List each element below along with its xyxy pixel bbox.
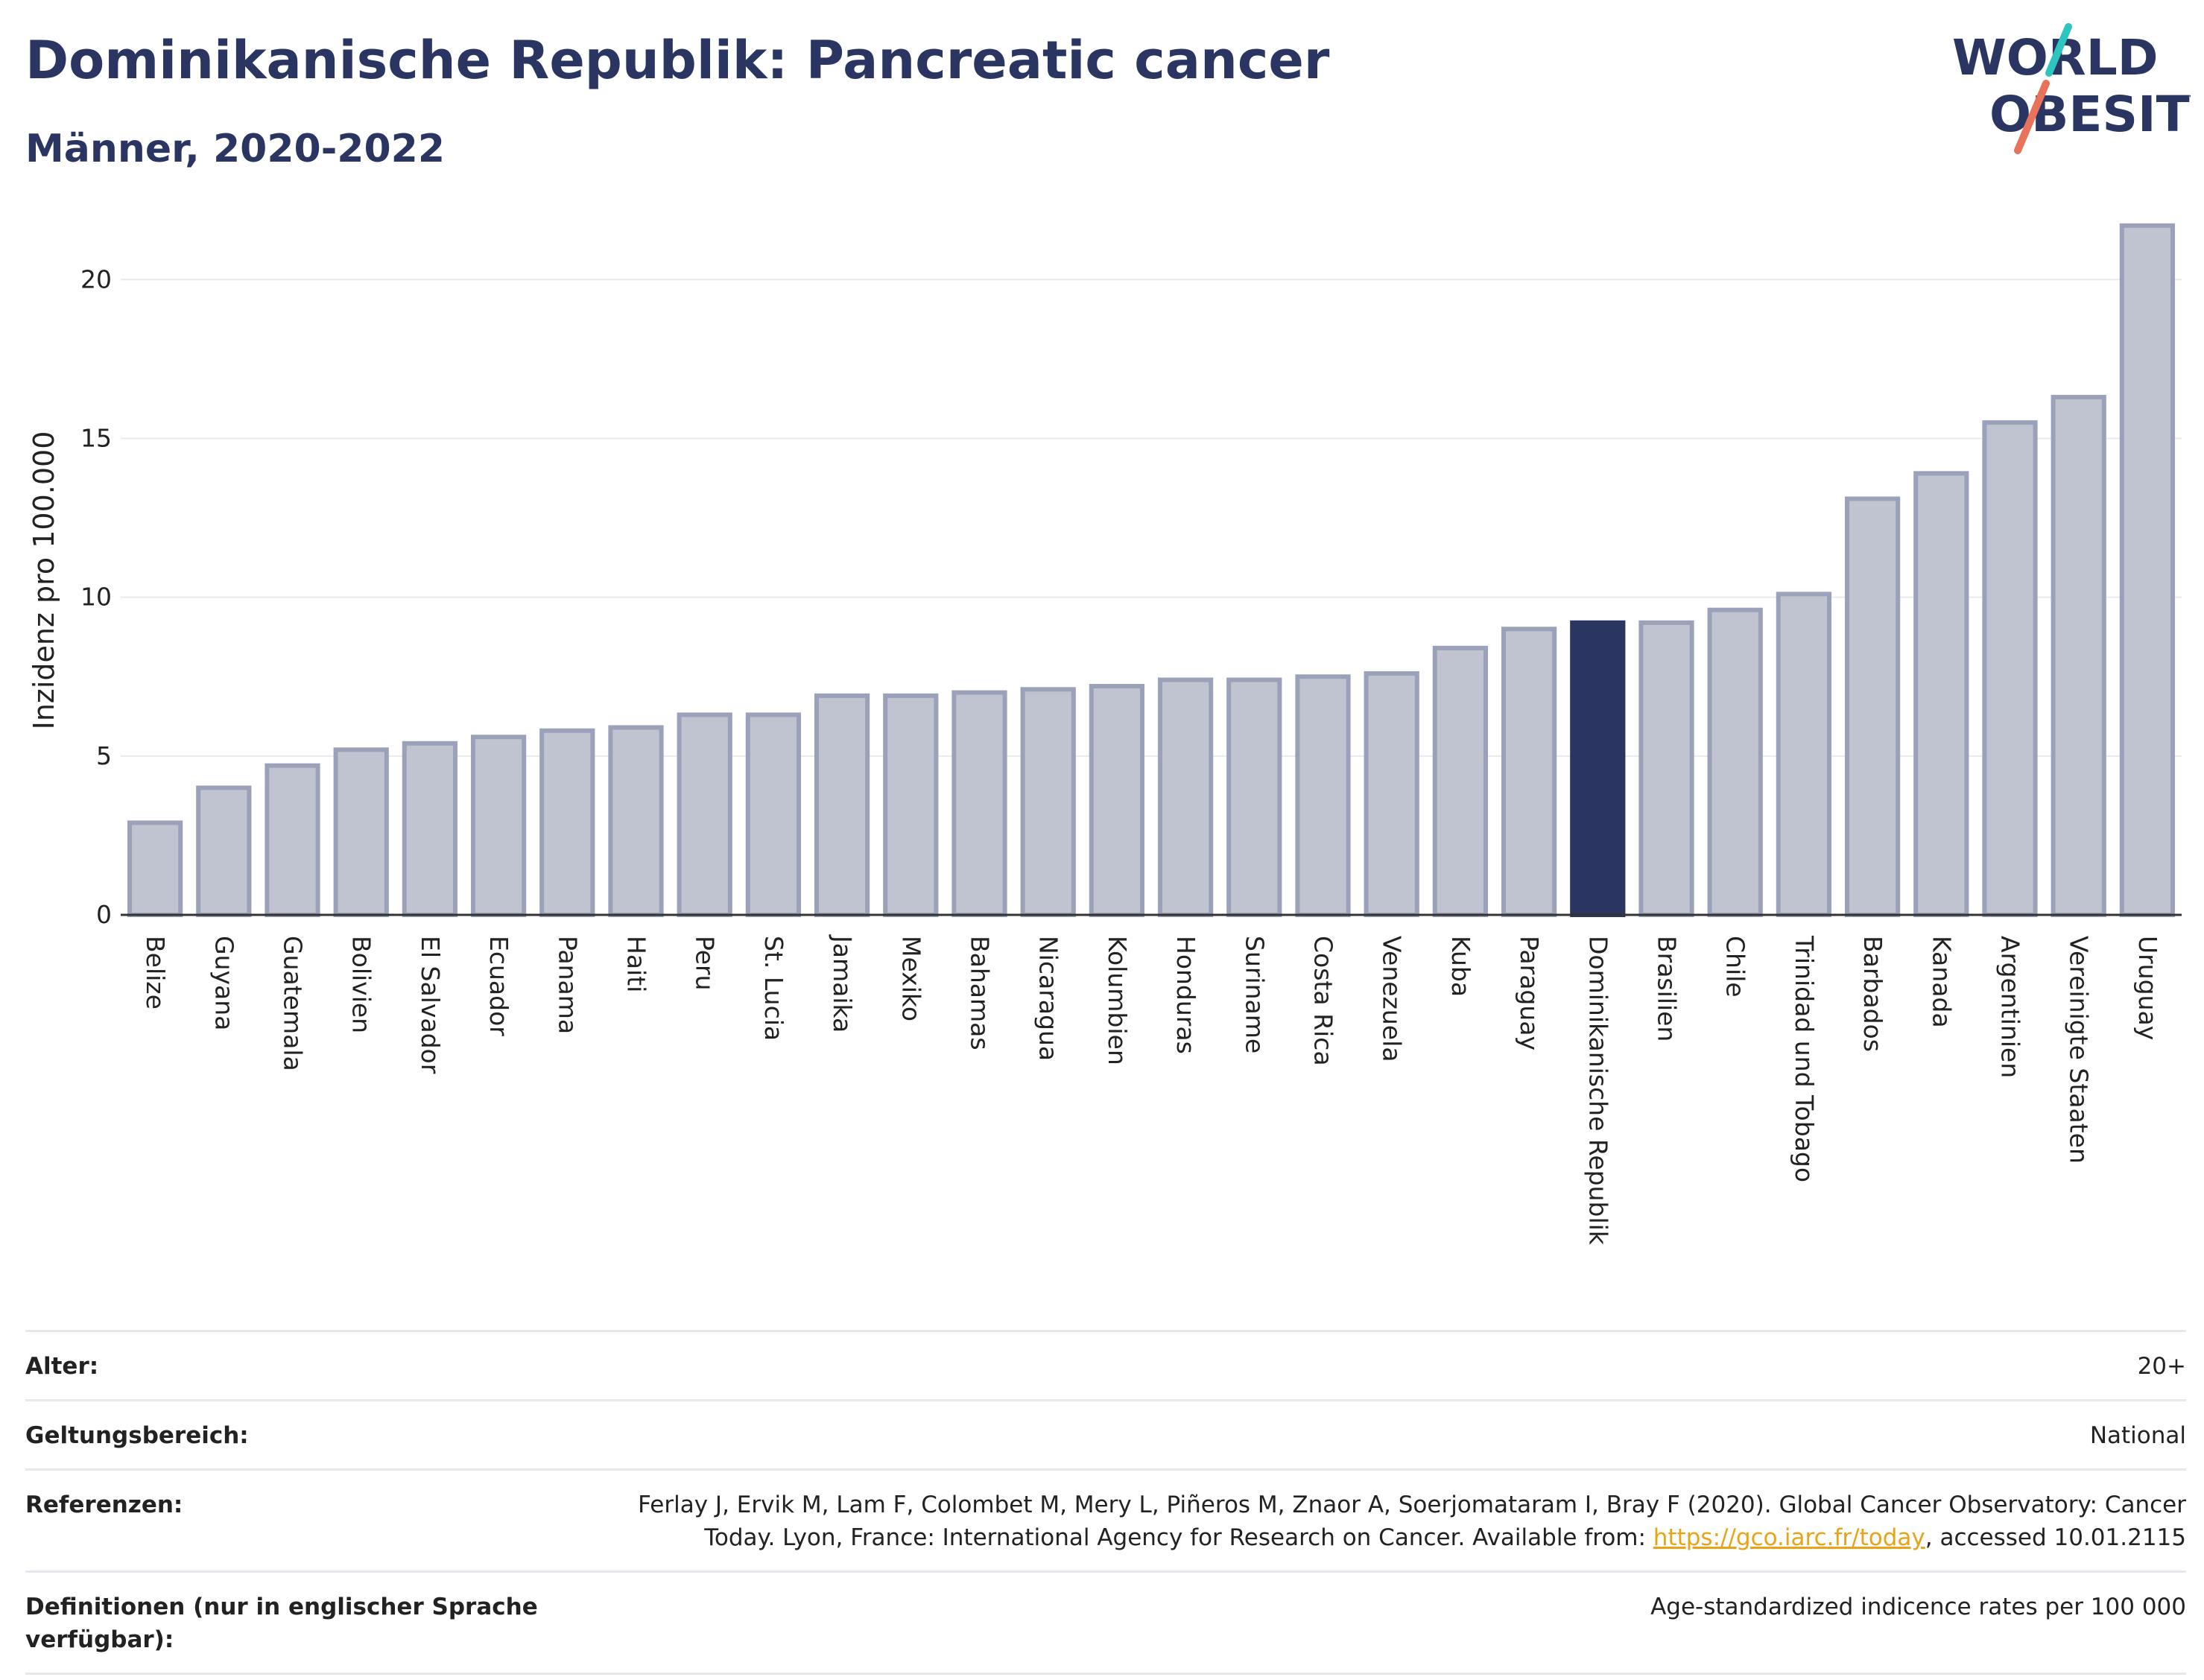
y-tick-label: 20 xyxy=(80,264,112,294)
bar xyxy=(814,693,870,917)
x-tick-label: Chile xyxy=(1721,936,1750,998)
bar xyxy=(333,747,389,917)
bar xyxy=(1844,496,1901,917)
age-value: 20+ xyxy=(2137,1353,2186,1380)
x-tick-label: Barbados xyxy=(1858,936,1887,1052)
references-label: Referenzen: xyxy=(25,1492,183,1518)
bar xyxy=(745,712,802,918)
x-tick-label: Bahamas xyxy=(966,936,995,1050)
x-tick-label: Bolivien xyxy=(347,936,376,1033)
x-tick-label: Vereinigte Staaten xyxy=(2065,936,2094,1164)
bar xyxy=(539,728,595,918)
bar xyxy=(1020,687,1076,917)
bar-chart: 0 5 10 15 20 Inzidenz pro 100.000 Belize Guyana… xyxy=(28,223,2182,1246)
age-label: Alter: xyxy=(25,1353,99,1380)
meta-row-definitions: Definitionen (nur in englischer Sprache … xyxy=(25,1570,2186,1675)
references-link[interactable]: https://gco.iarc.fr/today xyxy=(1653,1524,1925,1551)
bar xyxy=(402,741,458,917)
bar xyxy=(1707,607,1763,917)
bar xyxy=(1913,471,1969,917)
x-tick-label: St. Lucia xyxy=(759,936,788,1041)
x-tick-label: Belize xyxy=(141,936,170,1009)
x-tick-label: Argentinien xyxy=(1996,936,2025,1078)
bar xyxy=(951,690,1007,918)
x-tick-label: Costa Rica xyxy=(1309,936,1338,1066)
x-tick-label: Kuba xyxy=(1446,936,1475,997)
bar xyxy=(608,725,664,917)
bar xyxy=(2119,223,2176,918)
x-tick-label: Paraguay xyxy=(1515,936,1544,1050)
chart-subtitle: Männer, 2020-2022 xyxy=(25,127,446,171)
bar xyxy=(677,712,732,918)
bar xyxy=(1776,592,1832,917)
bar xyxy=(1364,671,1419,917)
bar xyxy=(127,820,183,917)
x-tick-label: Brasilien xyxy=(1653,936,1682,1042)
x-tick-label: Guatemala xyxy=(279,936,308,1071)
x-tick-label: Venezuela xyxy=(1378,936,1407,1062)
bar xyxy=(1982,420,2038,917)
x-tick-label: Kolumbien xyxy=(1103,936,1132,1065)
bar xyxy=(1226,677,1282,917)
bar xyxy=(1157,677,1214,917)
x-tick-label: Dominikanische Republik xyxy=(1583,936,1612,1246)
bar xyxy=(470,735,527,918)
x-tick-label: Nicaragua xyxy=(1034,936,1063,1061)
meta-row-references: Referenzen: Ferlay J, Ervik M, Lam F, Co… xyxy=(25,1468,2186,1570)
scope-value: National xyxy=(2089,1422,2186,1449)
bar xyxy=(265,763,320,918)
bar xyxy=(1570,620,1626,918)
x-tick-label: El Salvador xyxy=(416,936,445,1074)
meta-row-scope: Geltungsbereich: National xyxy=(25,1399,2186,1468)
bar xyxy=(1432,645,1489,917)
x-tick-label: Honduras xyxy=(1171,936,1200,1054)
y-tick-label: 0 xyxy=(96,900,112,929)
x-tick-label: Trinidad und Tobago xyxy=(1790,935,1819,1182)
bar xyxy=(1501,627,1557,917)
world-obesity-logo: WORLD OBESITY xyxy=(1952,23,2191,154)
bar xyxy=(2051,395,2106,917)
references-text-2: , accessed 10.01.2115 xyxy=(1925,1524,2186,1551)
metadata-table: Alter: 20+ Geltungsbereich: National Ref… xyxy=(25,1330,2186,1675)
x-tick-label: Uruguay xyxy=(2133,936,2162,1040)
bar xyxy=(196,785,252,918)
bar xyxy=(883,693,939,917)
x-tick-label: Peru xyxy=(691,936,720,991)
x-tick-label: Panama xyxy=(553,936,582,1034)
logo-slash-teal xyxy=(2045,23,2072,77)
definitions-value: Age-standardized indicence rates per 100… xyxy=(1650,1594,2186,1620)
x-tick-label: Suriname xyxy=(1240,936,1269,1053)
x-tick-label: Jamaika xyxy=(828,934,857,1033)
x-tick-label: Kanada xyxy=(1927,936,1956,1028)
references-value: Ferlay J, Ervik M, Lam F, Colombet M, Me… xyxy=(562,1489,2186,1554)
y-tick-label: 15 xyxy=(80,423,112,452)
y-tick-label: 10 xyxy=(80,583,112,612)
bar xyxy=(1638,620,1694,918)
y-axis-label: Inzidenz pro 100.000 xyxy=(28,431,60,730)
definitions-label: Definitionen (nur in englischer Sprache … xyxy=(25,1594,538,1653)
bar xyxy=(1295,674,1351,918)
bar xyxy=(1089,684,1145,917)
x-tick-label: Ecuador xyxy=(484,936,513,1036)
y-tick-label: 5 xyxy=(96,741,112,770)
x-tick-label: Mexiko xyxy=(896,936,925,1021)
meta-row-age: Alter: 20+ xyxy=(25,1330,2186,1399)
chart-title: Dominikanische Republik: Pancreatic canc… xyxy=(25,30,1330,91)
references-text-1: Ferlay J, Ervik M, Lam F, Colombet M, Me… xyxy=(638,1492,2186,1551)
scope-label: Geltungsbereich: xyxy=(25,1422,249,1449)
x-tick-label: Guyana xyxy=(209,936,238,1030)
logo-slash-coral xyxy=(2014,80,2050,154)
x-tick-label: Haiti xyxy=(622,936,651,992)
